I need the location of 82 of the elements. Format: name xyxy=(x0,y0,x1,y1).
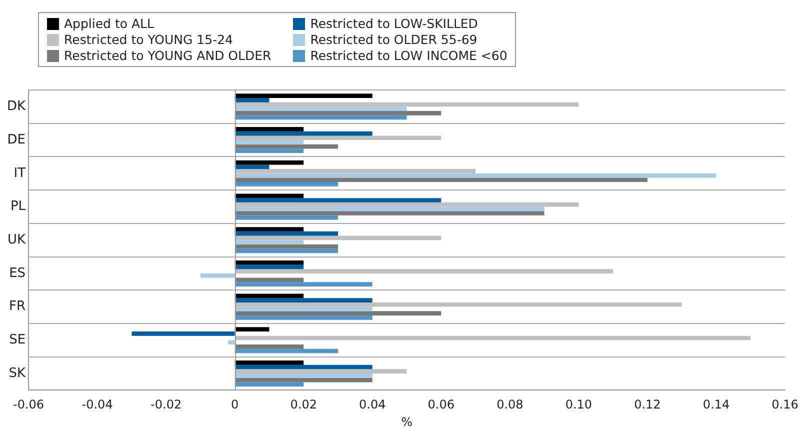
bar xyxy=(234,298,372,302)
bar xyxy=(234,169,476,174)
bar xyxy=(234,260,304,265)
bar xyxy=(234,140,304,144)
bar xyxy=(234,198,442,202)
bar xyxy=(234,231,338,236)
bar xyxy=(234,269,614,274)
bar xyxy=(234,315,372,320)
bar xyxy=(234,227,304,232)
legend-label: Restricted to LOW-SKILLED xyxy=(310,16,478,31)
bar xyxy=(234,131,372,136)
x-tick-label: 0.06 xyxy=(428,398,455,412)
y-tick-label: UK xyxy=(7,232,26,248)
bar xyxy=(234,282,372,286)
bar xyxy=(132,331,235,336)
bar xyxy=(234,374,372,378)
bar xyxy=(234,364,372,370)
bar xyxy=(234,206,544,212)
y-tick-label: ES xyxy=(9,266,26,281)
x-tick-label: 0.16 xyxy=(772,398,798,412)
bar xyxy=(234,348,338,354)
legend-label: Restricted to YOUNG AND OLDER xyxy=(64,48,272,63)
bar xyxy=(234,211,544,216)
bar xyxy=(234,382,304,387)
y-tick-label: DE xyxy=(7,132,26,148)
bar xyxy=(234,327,270,332)
x-tick-label: -0.04 xyxy=(82,398,113,412)
bar xyxy=(234,148,304,154)
bar xyxy=(234,248,338,254)
bar xyxy=(234,173,716,178)
bar xyxy=(234,98,270,102)
legend-label: Applied to ALL xyxy=(64,16,154,31)
bar xyxy=(234,127,304,132)
legend-label: Restricted to YOUNG 15-24 xyxy=(64,32,234,47)
bar xyxy=(234,378,372,382)
bar xyxy=(234,111,442,116)
bar xyxy=(234,202,579,207)
bar xyxy=(234,178,648,182)
bar xyxy=(234,144,338,149)
bar xyxy=(234,164,270,170)
bar xyxy=(228,340,235,345)
x-tick-label: 0 xyxy=(231,398,239,412)
bar xyxy=(234,182,338,186)
x-tick-label: 0.14 xyxy=(702,398,730,412)
y-tick-label: IT xyxy=(14,166,26,181)
x-tick-label: -0.06 xyxy=(13,398,44,412)
bar xyxy=(234,215,338,220)
legend-label: Restricted to OLDER 55-69 xyxy=(310,32,478,47)
x-tick-label: 0.12 xyxy=(634,398,661,412)
bar xyxy=(234,306,372,312)
bar xyxy=(234,115,407,120)
x-tick-label: 0.02 xyxy=(290,398,317,412)
bar xyxy=(234,360,304,365)
bar xyxy=(234,278,304,282)
x-tick-label: 0.08 xyxy=(496,398,524,412)
bar xyxy=(234,369,407,374)
bar xyxy=(234,102,579,107)
bar xyxy=(234,136,442,140)
bar xyxy=(234,302,682,307)
bar xyxy=(234,264,304,270)
y-tick-label: SK xyxy=(8,366,26,381)
bar xyxy=(234,94,372,98)
legend-label: Restricted to LOW INCOME <60 xyxy=(310,48,508,63)
y-tick-label: FR xyxy=(9,299,26,314)
bar xyxy=(234,294,304,298)
bar xyxy=(234,160,304,165)
bar xyxy=(200,273,235,278)
y-tick-label: PL xyxy=(10,199,26,214)
x-tick-label: 0.10 xyxy=(565,398,592,412)
x-tick-label: 0.04 xyxy=(359,398,386,412)
bar xyxy=(234,344,304,349)
bar xyxy=(234,194,304,198)
bar xyxy=(234,106,407,112)
x-axis-title: % xyxy=(401,414,412,429)
x-tick-label: -0.02 xyxy=(150,398,182,412)
y-tick-label: SE xyxy=(9,332,26,348)
bar xyxy=(234,244,338,249)
bar xyxy=(234,240,304,244)
bar xyxy=(234,311,442,316)
bar xyxy=(234,336,751,340)
bar xyxy=(234,236,442,240)
y-tick-label: DK xyxy=(6,99,26,114)
